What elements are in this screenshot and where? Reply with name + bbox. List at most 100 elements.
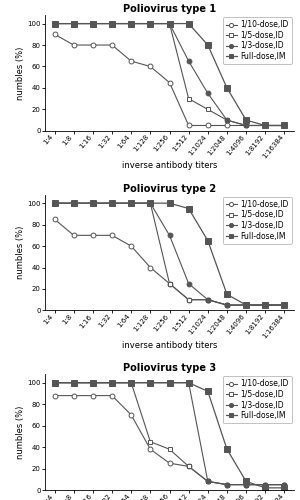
1/10-dose,ID — [91, 392, 95, 398]
Full-dose,IM — [283, 302, 286, 308]
Line: 1/10-dose,ID: 1/10-dose,ID — [52, 393, 287, 487]
Full-dose,IM — [206, 388, 210, 394]
1/5-dose,ID — [53, 200, 56, 206]
1/10-dose,ID — [225, 302, 229, 308]
Full-dose,IM — [225, 85, 229, 91]
1/5-dose,ID — [263, 122, 267, 128]
1/10-dose,ID — [283, 302, 286, 308]
Title: Poliovirus type 2: Poliovirus type 2 — [123, 184, 216, 194]
1/10-dose,ID — [206, 296, 210, 302]
1/10-dose,ID — [148, 64, 152, 70]
1/3-dose,ID — [72, 20, 76, 26]
1/5-dose,ID — [283, 482, 286, 488]
1/5-dose,ID — [91, 380, 95, 386]
1/5-dose,ID — [110, 380, 114, 386]
1/10-dose,ID — [129, 412, 133, 418]
1/10-dose,ID — [91, 42, 95, 48]
1/10-dose,ID — [53, 216, 56, 222]
Full-dose,IM — [206, 238, 210, 244]
1/3-dose,ID — [148, 20, 152, 26]
1/5-dose,ID — [129, 20, 133, 26]
1/10-dose,ID — [148, 264, 152, 270]
Line: 1/5-dose,ID: 1/5-dose,ID — [52, 21, 287, 128]
1/5-dose,ID — [110, 200, 114, 206]
1/3-dose,ID — [283, 122, 286, 128]
1/3-dose,ID — [225, 302, 229, 308]
1/5-dose,ID — [263, 302, 267, 308]
Full-dose,IM — [72, 200, 76, 206]
1/3-dose,ID — [283, 482, 286, 488]
1/5-dose,ID — [72, 200, 76, 206]
Full-dose,IM — [148, 20, 152, 26]
1/3-dose,ID — [91, 200, 95, 206]
1/5-dose,ID — [53, 380, 56, 386]
Full-dose,IM — [263, 122, 267, 128]
Full-dose,IM — [53, 200, 56, 206]
Legend: 1/10-dose,ID, 1/5-dose,ID, 1/3-dose,ID, Full-dose,IM: 1/10-dose,ID, 1/5-dose,ID, 1/3-dose,ID, … — [223, 197, 292, 244]
1/5-dose,ID — [91, 20, 95, 26]
Full-dose,IM — [283, 122, 286, 128]
Y-axis label: numbles (%): numbles (%) — [16, 406, 25, 459]
1/10-dose,ID — [283, 122, 286, 128]
1/10-dose,ID — [72, 232, 76, 238]
Full-dose,IM — [168, 200, 171, 206]
1/10-dose,ID — [244, 482, 248, 488]
Line: 1/3-dose,ID: 1/3-dose,ID — [52, 21, 287, 128]
1/10-dose,ID — [263, 482, 267, 488]
1/3-dose,ID — [110, 380, 114, 386]
Title: Poliovirus type 3: Poliovirus type 3 — [123, 364, 216, 374]
1/5-dose,ID — [187, 464, 190, 469]
1/3-dose,ID — [263, 302, 267, 308]
Legend: 1/10-dose,ID, 1/5-dose,ID, 1/3-dose,ID, Full-dose,IM: 1/10-dose,ID, 1/5-dose,ID, 1/3-dose,ID, … — [223, 18, 292, 64]
1/5-dose,ID — [53, 20, 56, 26]
1/3-dose,ID — [187, 380, 190, 386]
1/10-dose,ID — [129, 243, 133, 249]
Full-dose,IM — [263, 485, 267, 491]
1/5-dose,ID — [187, 96, 190, 102]
1/5-dose,ID — [110, 20, 114, 26]
1/3-dose,ID — [72, 380, 76, 386]
1/3-dose,ID — [187, 58, 190, 64]
Full-dose,IM — [129, 20, 133, 26]
1/3-dose,ID — [206, 478, 210, 484]
1/5-dose,ID — [148, 438, 152, 444]
1/3-dose,ID — [244, 122, 248, 128]
1/3-dose,ID — [168, 232, 171, 238]
1/3-dose,ID — [129, 20, 133, 26]
1/5-dose,ID — [263, 482, 267, 488]
Line: 1/10-dose,ID: 1/10-dose,ID — [52, 32, 287, 128]
Line: 1/3-dose,ID: 1/3-dose,ID — [52, 200, 287, 308]
Full-dose,IM — [187, 20, 190, 26]
1/5-dose,ID — [244, 482, 248, 488]
1/5-dose,ID — [206, 106, 210, 112]
1/10-dose,ID — [53, 32, 56, 38]
1/10-dose,ID — [263, 302, 267, 308]
Full-dose,IM — [129, 200, 133, 206]
1/3-dose,ID — [129, 200, 133, 206]
1/10-dose,ID — [72, 42, 76, 48]
1/10-dose,ID — [53, 392, 56, 398]
1/10-dose,ID — [263, 122, 267, 128]
X-axis label: inverse antibody titers: inverse antibody titers — [122, 162, 217, 170]
1/3-dose,ID — [187, 280, 190, 286]
Full-dose,IM — [225, 446, 229, 452]
1/3-dose,ID — [225, 117, 229, 123]
1/5-dose,ID — [244, 302, 248, 308]
Legend: 1/10-dose,ID, 1/5-dose,ID, 1/3-dose,ID, Full-dose,IM: 1/10-dose,ID, 1/5-dose,ID, 1/3-dose,ID, … — [223, 376, 292, 423]
1/5-dose,ID — [148, 20, 152, 26]
1/3-dose,ID — [168, 380, 171, 386]
1/10-dose,ID — [244, 302, 248, 308]
Full-dose,IM — [72, 20, 76, 26]
Full-dose,IM — [91, 20, 95, 26]
Full-dose,IM — [110, 200, 114, 206]
Full-dose,IM — [244, 117, 248, 123]
1/3-dose,ID — [244, 302, 248, 308]
Full-dose,IM — [283, 485, 286, 491]
Full-dose,IM — [110, 380, 114, 386]
1/3-dose,ID — [244, 482, 248, 488]
1/5-dose,ID — [283, 122, 286, 128]
1/5-dose,ID — [72, 380, 76, 386]
1/5-dose,ID — [225, 482, 229, 488]
1/5-dose,ID — [283, 302, 286, 308]
1/5-dose,ID — [206, 478, 210, 484]
